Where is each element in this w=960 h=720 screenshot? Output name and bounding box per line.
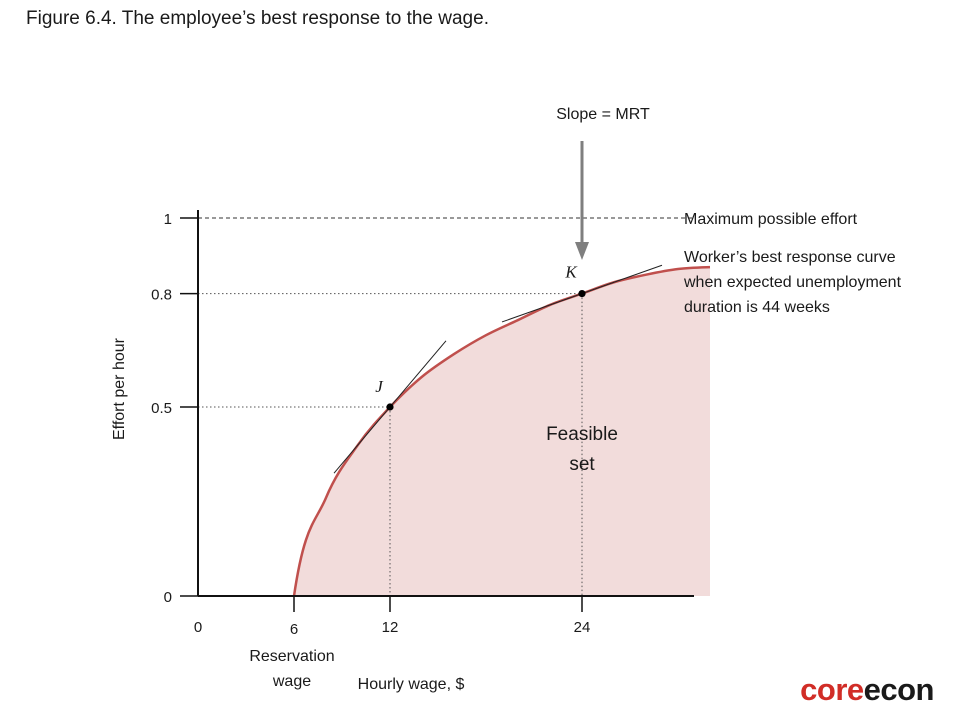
feasible-set-label: Feasible bbox=[546, 424, 618, 445]
max-effort-label: Maximum possible effort bbox=[684, 211, 858, 228]
coreecon-logo: coreecon bbox=[800, 672, 934, 708]
point-label-j: J bbox=[375, 377, 384, 396]
y-tick-label: 0.8 bbox=[151, 287, 172, 304]
reservation-wage-label: wage bbox=[272, 673, 311, 690]
point-j bbox=[386, 403, 394, 411]
curve-label-line: duration is 44 weeks bbox=[684, 299, 830, 316]
y-axis-label: Effort per hour bbox=[111, 337, 128, 440]
slope-arrow-head bbox=[575, 242, 589, 260]
x-tick-label: 0 bbox=[194, 619, 202, 636]
y-tick-label: 0.5 bbox=[151, 400, 172, 417]
point-k bbox=[578, 290, 586, 298]
curve-label-line: Worker’s best response curve bbox=[684, 249, 896, 266]
slope-annotation: Slope = MRT bbox=[556, 106, 650, 123]
figure-title: Figure 6.4. The employee’s best response… bbox=[26, 8, 489, 29]
reservation-wage-label: Reservation bbox=[249, 648, 334, 665]
curve-label-line: when expected unemployment bbox=[683, 274, 902, 291]
x-axis-label: Hourly wage, $ bbox=[358, 676, 465, 693]
x-tick-label: 24 bbox=[574, 619, 591, 636]
x-tick-label: 12 bbox=[382, 619, 399, 636]
y-tick-label: 0 bbox=[164, 589, 172, 606]
x-tick-label: 6 bbox=[290, 621, 298, 638]
logo-econ-text: econ bbox=[863, 672, 935, 707]
feasible-set-label: set bbox=[569, 454, 595, 475]
y-tick-label: 1 bbox=[164, 211, 172, 228]
feasible-set-area bbox=[294, 267, 710, 596]
logo-core-text: core bbox=[800, 672, 864, 707]
point-label-k: K bbox=[564, 263, 578, 282]
